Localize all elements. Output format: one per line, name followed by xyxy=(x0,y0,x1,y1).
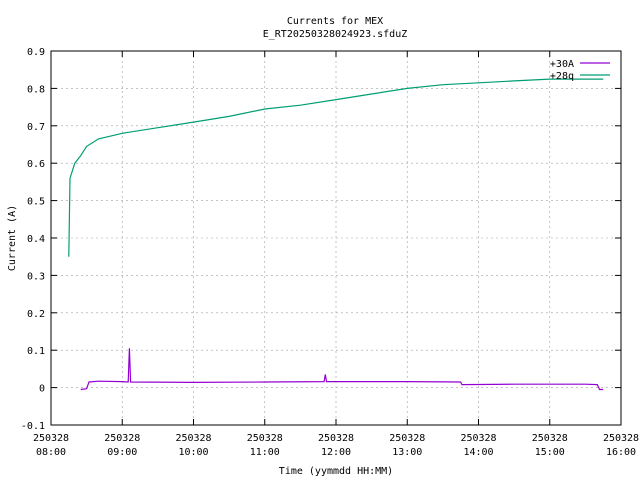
y-tick-label: 0.4 xyxy=(27,234,45,245)
y-axis-label: Current (A) xyxy=(7,205,18,271)
tick-marks xyxy=(50,50,622,426)
x-tick-label-time: 16:00 xyxy=(606,447,636,458)
y-tick-label: 0 xyxy=(39,384,45,395)
x-tick-label-time: 13:00 xyxy=(392,447,422,458)
x-tick-label-date: 250328 xyxy=(175,433,211,444)
x-tick-label-date: 250328 xyxy=(532,433,568,444)
legend-label: +30A xyxy=(550,59,574,70)
x-tick-label-date: 250328 xyxy=(603,433,639,444)
chart-subtitle: E_RT20250328024923.sfduZ xyxy=(263,29,408,40)
legend: +30A+28q xyxy=(550,59,610,82)
x-axis-label: Time (yymmdd HH:MM) xyxy=(279,466,393,477)
x-tick-label-date: 250328 xyxy=(247,433,283,444)
x-tick-label-time: 08:00 xyxy=(36,447,66,458)
x-tick-label-date: 250328 xyxy=(318,433,354,444)
x-tick-labels: 250328 08:00 250328 09:00 250328 10:00 250328 1… xyxy=(33,433,639,458)
x-tick-label-date: 250328 xyxy=(33,433,69,444)
y-tick-label: 0.2 xyxy=(27,309,45,320)
series-line-1 xyxy=(80,348,604,391)
y-tick-label: 0.6 xyxy=(27,159,45,170)
x-tick-label-date: 250328 xyxy=(460,433,496,444)
y-tick-label: 0.9 xyxy=(27,47,45,58)
y-tick-label: 0.3 xyxy=(27,271,45,282)
series-line-2 xyxy=(68,78,604,257)
y-tick-label: 0.8 xyxy=(27,84,45,95)
y-tick-label: -0.1 xyxy=(21,421,45,432)
y-tick-label: 0.7 xyxy=(27,122,45,133)
data-series xyxy=(68,78,604,391)
x-tick-label-time: 10:00 xyxy=(178,447,208,458)
x-tick-label-time: 15:00 xyxy=(535,447,565,458)
y-tick-label: 0.5 xyxy=(27,197,45,208)
x-tick-label-time: 12:00 xyxy=(321,447,351,458)
y-tick-label: 0.1 xyxy=(27,346,45,357)
x-tick-label-date: 250328 xyxy=(104,433,140,444)
x-tick-label-date: 250328 xyxy=(389,433,425,444)
chart-title: Currents for MEX xyxy=(287,16,383,27)
x-tick-label-time: 11:00 xyxy=(250,447,280,458)
legend-label: +28q xyxy=(550,71,574,82)
grid-lines xyxy=(51,51,621,425)
y-tick-labels: -0.1 0 0.1 0.2 0.3 0.4 0.5 0.6 0.7 0.8 0.9 xyxy=(21,47,45,432)
x-tick-label-time: 14:00 xyxy=(463,447,493,458)
x-tick-label-time: 09:00 xyxy=(107,447,137,458)
